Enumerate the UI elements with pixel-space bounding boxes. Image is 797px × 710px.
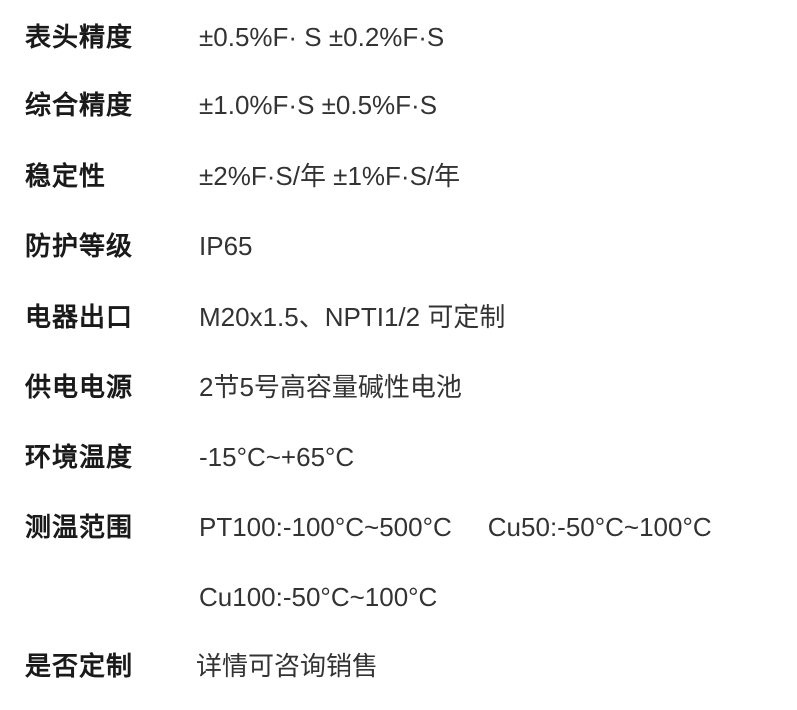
spec-label: 电器出口: [25, 302, 134, 332]
spec-row-power-supply: 供电电源 2节5号高容量碱性电池: [0, 367, 797, 407]
spec-value: ±2%F·S/年 ±1%F·S/年: [199, 161, 461, 191]
range-cu100: Cu100:-50°C~100°C: [199, 582, 438, 612]
spec-label: 表头精度: [25, 22, 134, 52]
spec-value: IP65: [199, 231, 253, 261]
spec-label: 防护等级: [25, 231, 134, 261]
spec-row-meter-accuracy: 表头精度 ±0.5%F· S ±0.2%F·S: [0, 17, 797, 57]
spec-value: PT100:-100°C~500°C Cu50:-50°C~100°C: [199, 507, 712, 547]
spec-value: -15°C~+65°C: [199, 442, 355, 472]
spec-row-stability: 稳定性 ±2%F·S/年 ±1%F·S/年: [0, 156, 797, 196]
spec-row-ambient-temperature: 环境温度 -15°C~+65°C: [0, 437, 797, 477]
spec-value: ±1.0%F·S ±0.5%F·S: [199, 90, 438, 120]
range-pt100: PT100:-100°C~500°C: [199, 512, 452, 542]
spec-label: 是否定制: [25, 651, 134, 681]
spec-label: 供电电源: [25, 372, 134, 402]
spec-label: 环境温度: [25, 442, 134, 472]
spec-value: 2节5号高容量碱性电池: [199, 372, 462, 402]
spec-row-overall-accuracy: 综合精度 ±1.0%F·S ±0.5%F·S: [0, 85, 797, 125]
spec-value: ±0.5%F· S ±0.2%F·S: [199, 22, 445, 52]
spec-label: 综合精度: [25, 90, 134, 120]
spec-row-electrical-outlet: 电器出口 M20x1.5、NPTI1/2 可定制: [0, 297, 797, 337]
spec-value: 详情可咨询销售: [196, 651, 379, 681]
spec-row-protection-rating: 防护等级 IP65: [0, 226, 797, 266]
spec-value: M20x1.5、NPTI1/2 可定制: [199, 302, 506, 332]
spec-label: 稳定性: [25, 161, 107, 191]
spec-label: 测温范围: [25, 512, 134, 542]
spec-row-measuring-range: 测温范围 PT100:-100°C~500°C Cu50:-50°C~100°C: [0, 507, 797, 547]
spec-row-measuring-range-cont: Cu100:-50°C~100°C: [0, 577, 797, 617]
spec-row-customization: 是否定制 详情可咨询销售: [0, 646, 797, 686]
range-cu50: Cu50:-50°C~100°C: [487, 512, 712, 542]
